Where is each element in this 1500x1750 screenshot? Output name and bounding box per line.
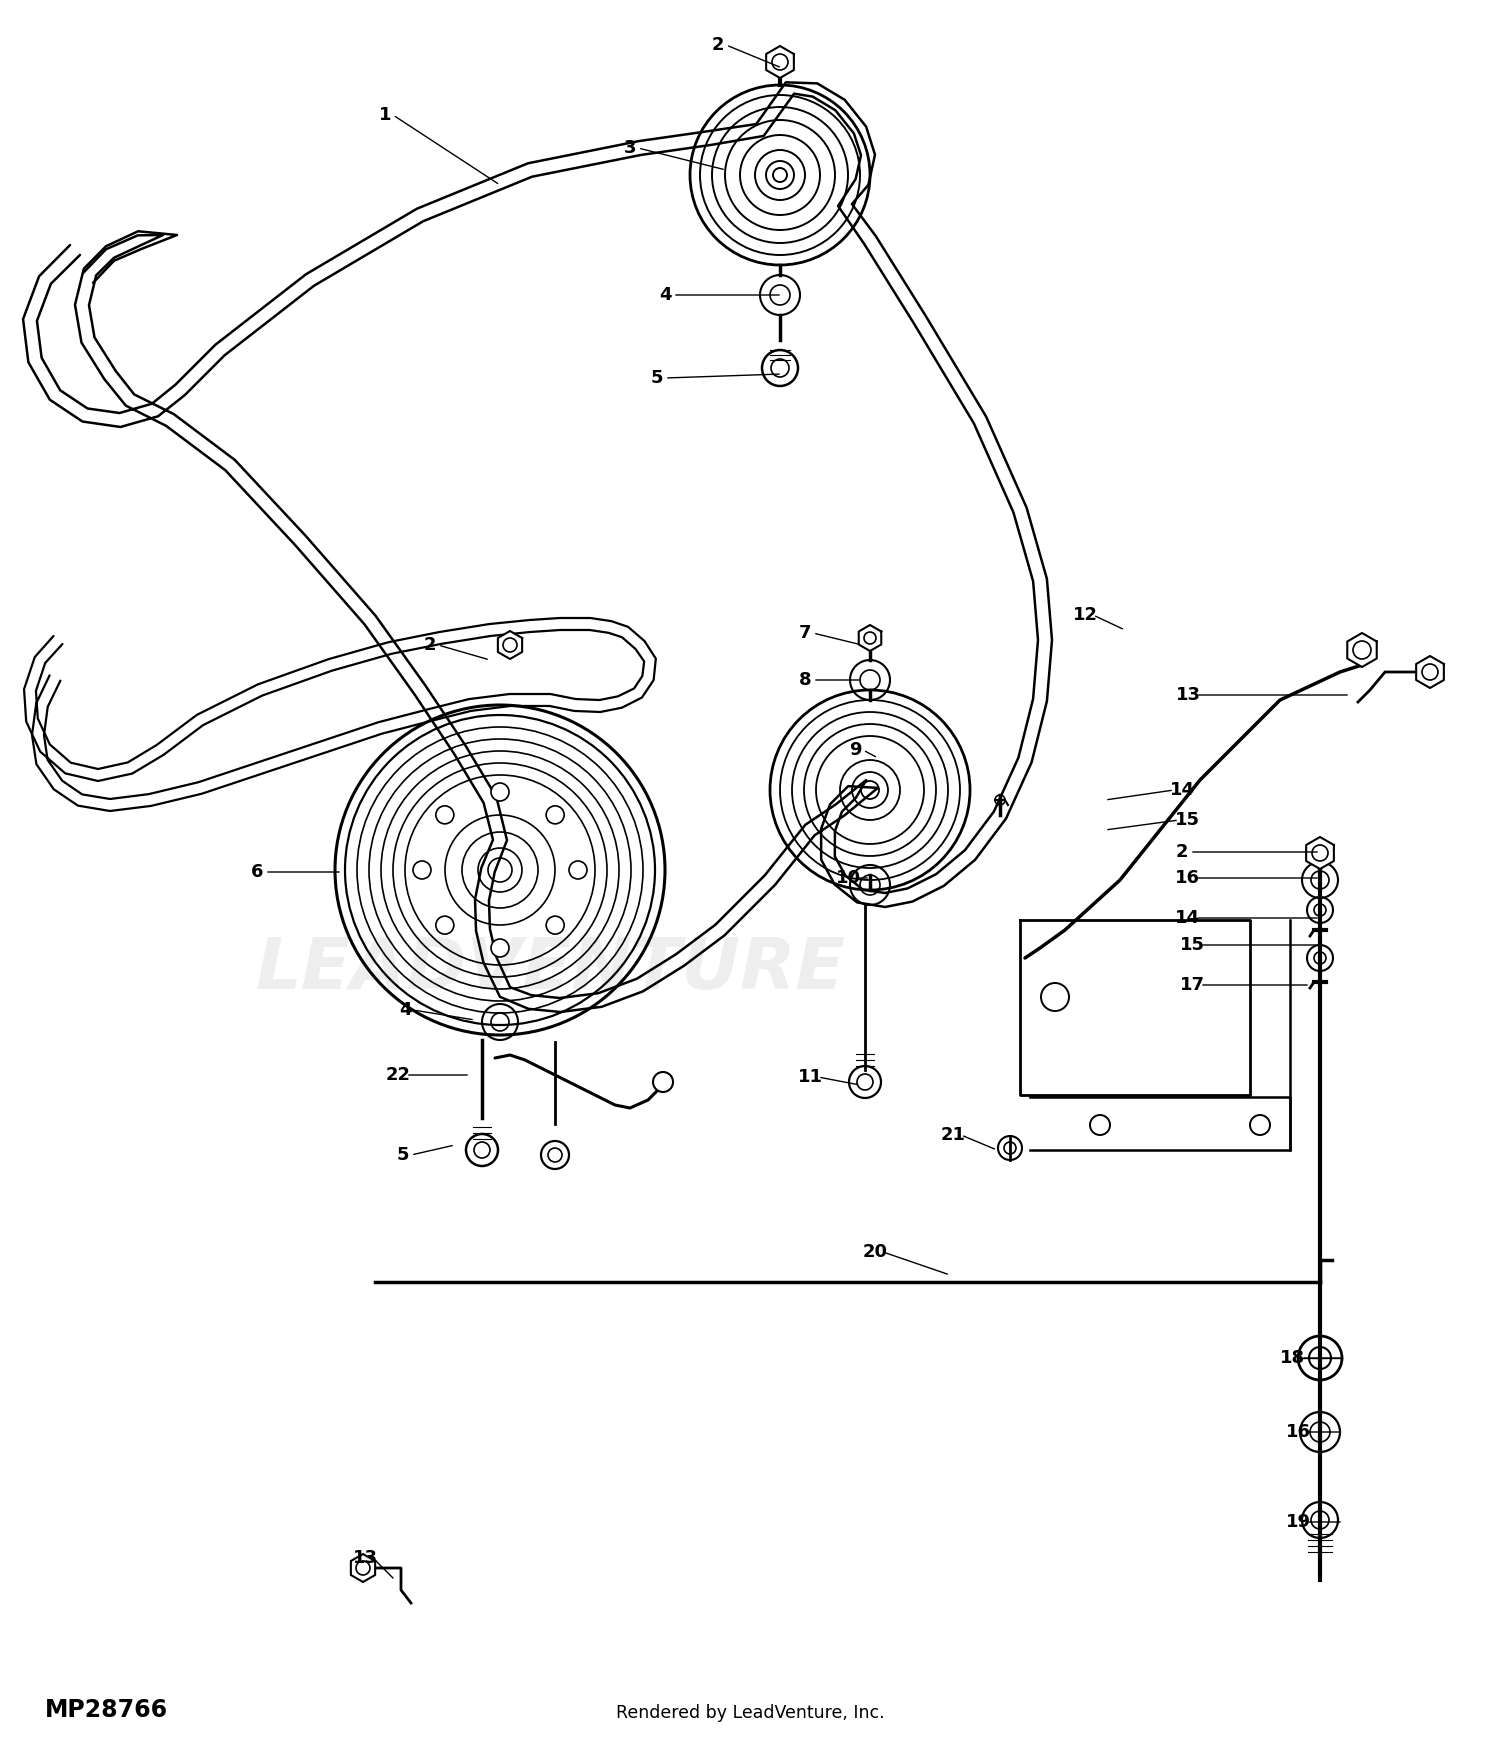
Text: MP28766: MP28766 — [45, 1698, 168, 1722]
Text: 5: 5 — [396, 1146, 410, 1164]
Text: 4: 4 — [399, 1001, 411, 1018]
Text: 6: 6 — [251, 863, 264, 880]
Polygon shape — [1306, 836, 1334, 870]
Text: 15: 15 — [1179, 936, 1204, 954]
Polygon shape — [858, 625, 882, 651]
Text: Rendered by LeadVenture, Inc.: Rendered by LeadVenture, Inc. — [615, 1704, 885, 1722]
Text: 10: 10 — [836, 870, 861, 887]
Text: 7: 7 — [798, 625, 812, 642]
Text: 22: 22 — [386, 1066, 411, 1083]
Text: 9: 9 — [849, 740, 861, 760]
Text: 21: 21 — [940, 1125, 966, 1144]
Text: 2: 2 — [711, 37, 724, 54]
Text: LEADVENTURE: LEADVENTURE — [255, 936, 844, 1004]
Text: 14: 14 — [1174, 908, 1200, 928]
Text: 16: 16 — [1174, 870, 1200, 887]
Text: 1: 1 — [378, 107, 392, 124]
Circle shape — [490, 940, 508, 957]
Polygon shape — [351, 1554, 375, 1582]
Text: 17: 17 — [1179, 977, 1204, 994]
Circle shape — [546, 805, 564, 824]
Text: 4: 4 — [658, 285, 672, 304]
Text: 2: 2 — [423, 635, 436, 654]
Text: 11: 11 — [798, 1068, 822, 1087]
Text: 13: 13 — [352, 1549, 378, 1566]
Polygon shape — [766, 46, 794, 79]
Text: 8: 8 — [798, 670, 812, 690]
Text: 20: 20 — [862, 1242, 888, 1262]
Text: 19: 19 — [1286, 1514, 1311, 1531]
Text: 3: 3 — [624, 138, 636, 158]
Circle shape — [436, 917, 454, 934]
Text: 18: 18 — [1281, 1349, 1305, 1367]
Text: 13: 13 — [1176, 686, 1200, 704]
Polygon shape — [498, 632, 522, 660]
Circle shape — [413, 861, 430, 878]
Text: 12: 12 — [1072, 606, 1098, 625]
Text: 15: 15 — [1174, 810, 1200, 829]
Circle shape — [568, 861, 586, 878]
Circle shape — [652, 1073, 674, 1092]
Text: 5: 5 — [651, 369, 663, 387]
Polygon shape — [1416, 656, 1444, 688]
Polygon shape — [1347, 634, 1377, 667]
Circle shape — [546, 917, 564, 934]
Circle shape — [436, 805, 454, 824]
Circle shape — [490, 782, 508, 802]
Text: 14: 14 — [1170, 780, 1194, 800]
Text: 2: 2 — [1176, 844, 1188, 861]
Text: 16: 16 — [1286, 1423, 1311, 1440]
